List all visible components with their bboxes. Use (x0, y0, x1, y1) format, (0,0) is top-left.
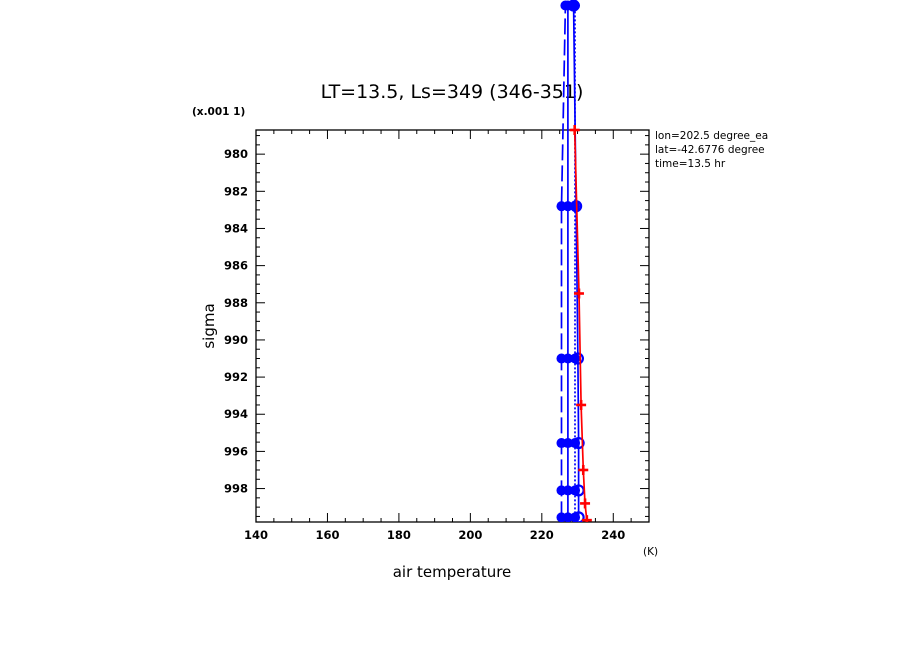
data-point (562, 485, 573, 496)
y-axis-ticks: 980 982 984 986 988 990 992 994 996 998 (224, 135, 649, 517)
x-tick-label: 220 (530, 528, 554, 542)
y-tick-label: 996 (224, 444, 248, 458)
y-tick-label: 986 (224, 259, 248, 273)
data-point (562, 353, 573, 364)
annotation-lat: lat=-42.6776 degree (655, 144, 765, 156)
y-scale-label: (x.001 1) (192, 106, 245, 118)
y-tick-label: 980 (224, 147, 248, 161)
y-tick-label: 984 (224, 221, 248, 235)
data-point (562, 438, 573, 449)
annotation-time: time=13.5 hr (655, 158, 726, 170)
y-tick-label: 982 (224, 184, 248, 198)
data-point (572, 436, 585, 450)
x-tick-label: 240 (601, 528, 625, 542)
y-tick-label: 988 (224, 296, 248, 310)
annotation-lon: lon=202.5 degree_ea (655, 130, 768, 142)
data-point (569, 125, 580, 135)
x-tick-label: 160 (315, 528, 339, 542)
series-line (573, 129, 588, 521)
x-tick-label: 200 (458, 528, 482, 542)
data-point (570, 485, 581, 496)
y-tick-label: 992 (224, 370, 248, 384)
data-point (572, 511, 585, 522)
series-layer (556, 0, 592, 522)
data-point (580, 498, 591, 509)
y-axis-label: sigma (200, 303, 218, 348)
data-point (562, 201, 573, 212)
x-unit-label: (K) (643, 546, 658, 558)
plot-frame (255, 129, 650, 523)
x-tick-label: 140 (244, 528, 268, 542)
x-tick-label: 180 (387, 528, 411, 542)
annotation-block: lon=202.5 degree_ea lat=-42.6776 degree … (655, 130, 768, 170)
series-5 (569, 125, 592, 522)
data-point (570, 512, 581, 522)
data-point (576, 399, 587, 410)
data-point (571, 352, 585, 365)
y-tick-label: 998 (224, 482, 248, 496)
data-point (573, 288, 584, 299)
series-2 (562, 0, 573, 522)
y-tick-label: 994 (224, 407, 248, 421)
x-axis-ticks: 140 160 180 200 220 240 (244, 130, 650, 542)
x-axis-label: air temperature (393, 563, 512, 581)
data-point (578, 464, 589, 475)
y-tick-label: 990 (224, 333, 248, 347)
data-point (570, 438, 581, 449)
data-point (567, 0, 580, 12)
data-point (581, 515, 592, 522)
data-point (562, 512, 573, 522)
chart-title: LT=13.5, Ls=349 (346-351) (321, 81, 584, 103)
